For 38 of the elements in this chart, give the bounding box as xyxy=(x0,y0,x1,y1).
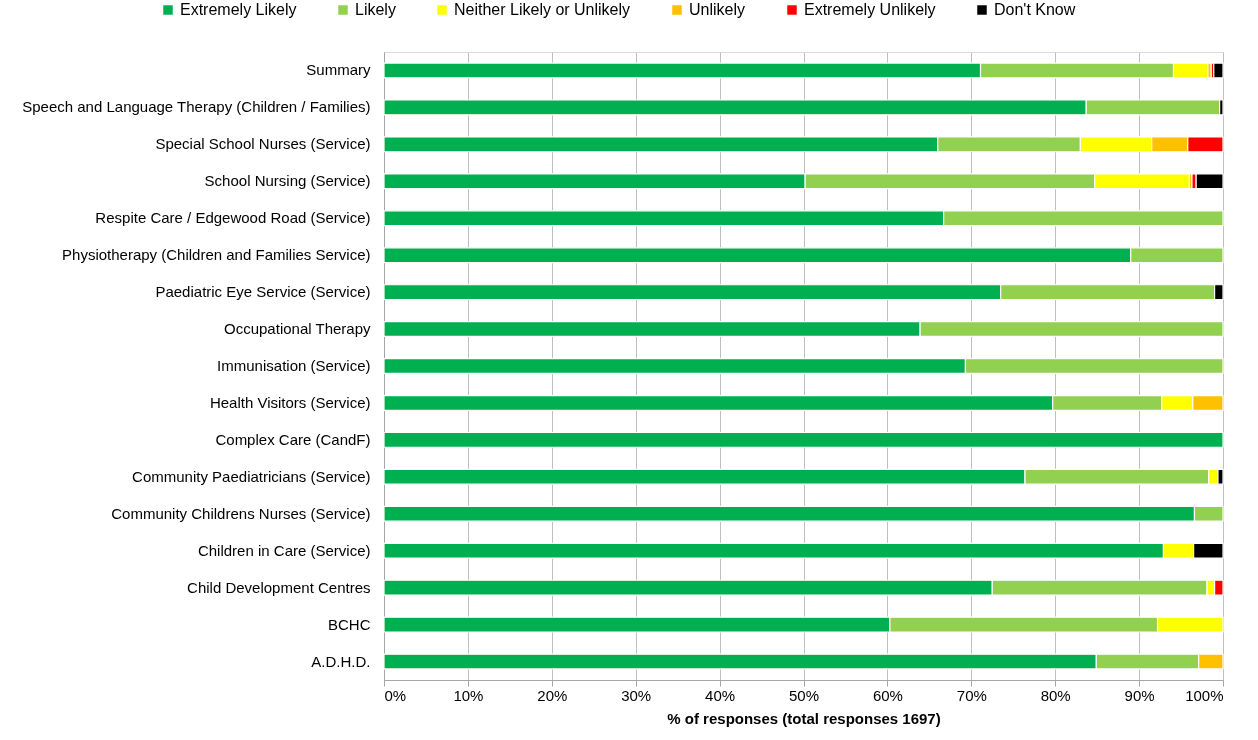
y-tick-label: A.D.H.D. xyxy=(311,652,371,670)
y-tick-label: Respite Care / Edgewood Road (Service) xyxy=(95,209,371,227)
y-tick-label: School Nursing (Service) xyxy=(204,172,371,190)
y-tick-label: Community Paediatricians (Service) xyxy=(132,467,371,485)
y-tick-label: Children in Care (Service) xyxy=(197,541,371,559)
x-tick-label: 40% xyxy=(705,686,736,704)
legend-label: Don't Know xyxy=(994,1,1076,18)
x-axis-title: % of responses (total responses 1697) xyxy=(667,709,941,727)
x-tick-label: 100% xyxy=(1185,686,1224,704)
x-tick-label: 60% xyxy=(872,686,903,704)
legend-label: Likely xyxy=(355,1,396,18)
legend-label: Unlikely xyxy=(689,1,746,18)
bar xyxy=(1195,173,1224,190)
legend-label: Extremely Unlikely xyxy=(804,1,936,18)
y-tick-label: BCHC xyxy=(327,615,371,633)
x-tick-label: 10% xyxy=(453,686,484,704)
x-tick-label: 0% xyxy=(384,686,407,704)
x-tick-label: 50% xyxy=(788,686,820,704)
y-tick-label: Community Childrens Nurses (Service) xyxy=(111,504,371,522)
bar xyxy=(383,431,1224,448)
y-tick-label: Health Visitors (Service) xyxy=(209,393,371,411)
y-tick-label: Child Development Centres xyxy=(187,578,371,596)
x-tick-label: 70% xyxy=(956,686,987,704)
y-tick-label: Complex Care (CandF) xyxy=(215,430,371,448)
y-tick-label: Special School Nurses (Service) xyxy=(155,135,371,153)
x-tick-label: 30% xyxy=(621,686,652,704)
y-tick-label: Speech and Language Therapy (Children / Families) xyxy=(22,98,371,116)
legend-label: Extremely Likely xyxy=(180,1,297,18)
x-tick-label: 20% xyxy=(537,686,568,704)
y-tick-label: Summary xyxy=(306,61,371,79)
bar xyxy=(1213,62,1224,79)
y-tick-label: Immunisation (Service) xyxy=(217,357,371,374)
x-tick-label: 80% xyxy=(1040,686,1071,704)
y-tick-label: Paediatric Eye Service (Service) xyxy=(155,283,371,301)
x-tick-label: 90% xyxy=(1124,686,1155,704)
y-tick-label: Occupational Therapy xyxy=(224,320,371,338)
legend-label: Neither Likely or Unlikely xyxy=(454,1,631,18)
y-tick-label: Physiotherapy (Children and Families Service) xyxy=(62,246,371,264)
